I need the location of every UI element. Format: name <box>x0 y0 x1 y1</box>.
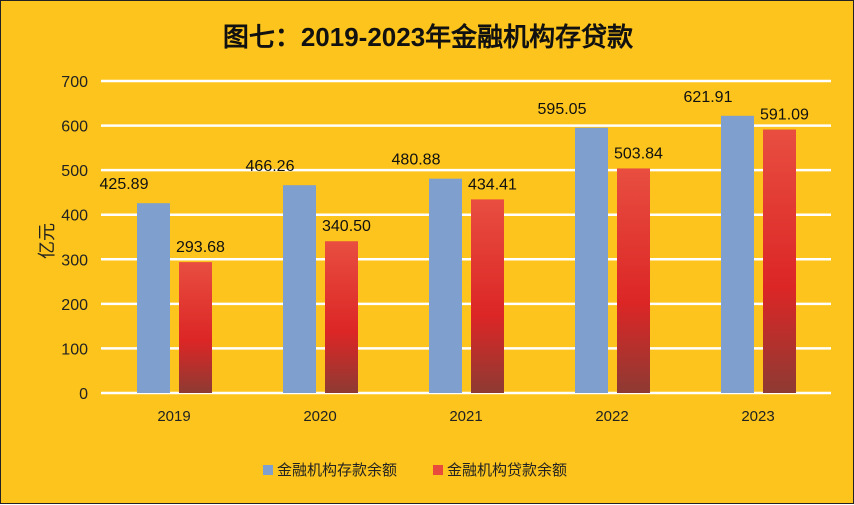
data-label: 425.89 <box>100 176 149 193</box>
y-tick-label: 100 <box>61 341 88 358</box>
loan-bar <box>617 168 650 393</box>
y-tick-label: 600 <box>61 119 88 136</box>
data-label: 293.68 <box>176 239 225 256</box>
chart-title: 图七：2019-2023年金融机构存贷款 <box>223 22 634 52</box>
y-tick-label: 500 <box>61 163 88 180</box>
legend-swatch <box>433 465 443 475</box>
legend-label: 金融机构存款余额 <box>277 461 397 479</box>
data-label: 434.41 <box>468 176 517 193</box>
deposit-bar <box>721 115 754 393</box>
data-label: 340.50 <box>322 218 371 235</box>
y-tick-label: 200 <box>61 297 88 314</box>
x-tick-label: 2022 <box>595 408 628 425</box>
deposit-bar <box>429 178 462 393</box>
deposit-bar <box>575 127 608 394</box>
y-axis-label: 亿元 <box>37 223 57 259</box>
data-label: 595.05 <box>538 101 587 118</box>
deposit-bar <box>283 185 316 393</box>
loan-bar <box>325 241 358 393</box>
data-label: 621.91 <box>684 89 733 106</box>
loan-bar <box>179 262 212 393</box>
legend-label: 金融机构贷款余额 <box>447 461 567 479</box>
data-label: 503.84 <box>614 145 663 162</box>
x-tick-label: 2023 <box>741 408 774 425</box>
data-label: 466.26 <box>246 158 295 175</box>
loan-bar <box>471 199 504 393</box>
deposit-bar <box>137 203 170 393</box>
loan-bar <box>763 129 796 394</box>
x-tick-label: 2021 <box>449 408 482 425</box>
y-tick-label: 0 <box>79 386 88 403</box>
x-tick-label: 2020 <box>303 408 336 425</box>
data-label: 591.09 <box>760 107 809 124</box>
data-label: 480.88 <box>392 152 441 169</box>
legend-swatch <box>263 465 273 475</box>
y-tick-label: 400 <box>61 208 88 225</box>
y-tick-label: 700 <box>61 74 88 91</box>
y-tick-label: 300 <box>61 252 88 269</box>
x-tick-label: 2019 <box>157 408 190 425</box>
